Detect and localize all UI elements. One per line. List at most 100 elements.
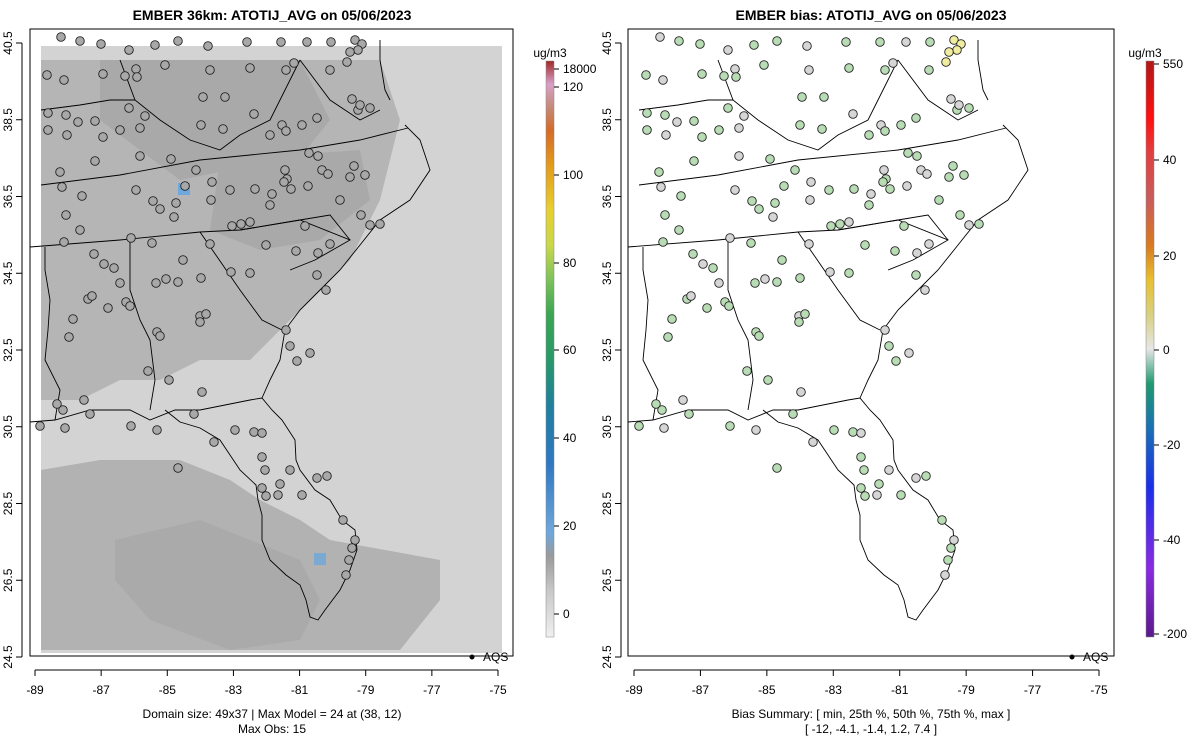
aqs-station-marker xyxy=(667,314,677,324)
aqs-station-marker xyxy=(747,196,757,206)
aqs-station-marker xyxy=(147,238,157,248)
y-tick-label: 34.5 xyxy=(600,261,614,285)
aqs-station-marker xyxy=(226,267,236,277)
aqs-station-marker xyxy=(901,37,911,47)
aqs-station-marker xyxy=(964,220,974,230)
y-tick-label: 30.5 xyxy=(1,415,15,439)
aqs-station-marker xyxy=(289,58,299,68)
aqs-station-marker xyxy=(230,425,240,435)
aqs-station-marker xyxy=(765,154,775,164)
right-panel-title: EMBER bias: ATOTIJ_AVG on 05/06/2023 xyxy=(735,7,1006,23)
aqs-station-marker xyxy=(257,483,267,493)
aqs-station-marker xyxy=(56,32,66,42)
aqs-station-marker xyxy=(150,40,160,50)
right-boundaries xyxy=(627,40,1029,621)
aqs-station-marker xyxy=(804,239,814,249)
aqs-station-marker xyxy=(656,182,666,192)
aqs-station-marker xyxy=(702,303,712,313)
right-panel: EMBER bias: ATOTIJ_AVG on 05/06/2023 AQS… xyxy=(600,7,1115,736)
aqs-station-marker xyxy=(99,259,109,269)
aqs-station-marker xyxy=(260,465,270,475)
aqs-station-marker xyxy=(730,64,740,74)
aqs-station-marker xyxy=(660,110,670,120)
aqs-station-marker xyxy=(42,70,52,80)
left-legend-label: AQS xyxy=(483,650,508,664)
right-footer-line-1: Bias Summary: [ min, 25th %, 50th %, 75t… xyxy=(732,707,1011,721)
aqs-station-marker xyxy=(297,120,307,130)
x-tick-label: -79 xyxy=(957,683,975,697)
aqs-station-marker xyxy=(925,37,935,47)
aqs-station-marker xyxy=(196,273,206,283)
aqs-station-marker xyxy=(698,259,708,269)
aqs-station-marker xyxy=(860,491,870,501)
aqs-station-marker xyxy=(109,263,119,273)
model-hotspot-2 xyxy=(314,553,326,565)
aqs-station-marker xyxy=(684,409,694,419)
aqs-station-marker xyxy=(959,170,969,180)
right-footer-line-2: [ -12, -4.1, -1.4, 1.2, 7.4 ] xyxy=(805,722,937,736)
aqs-station-marker xyxy=(35,421,45,431)
aqs-station-marker xyxy=(674,36,684,46)
aqs-station-marker xyxy=(365,103,375,113)
aqs-station-marker xyxy=(313,151,323,161)
y-tick-label: 36.5 xyxy=(600,184,614,208)
aqs-station-marker xyxy=(140,111,150,121)
aqs-station-marker xyxy=(103,303,113,313)
aqs-station-marker xyxy=(888,58,898,68)
aqs-station-marker xyxy=(173,277,183,287)
aqs-station-marker xyxy=(659,423,669,433)
colorbar-tick-label: 18000 xyxy=(563,62,597,76)
aqs-station-marker xyxy=(64,332,74,342)
aqs-station-marker xyxy=(790,165,800,175)
x-tick-label: -83 xyxy=(825,683,843,697)
aqs-station-marker xyxy=(55,167,65,177)
aqs-station-marker xyxy=(59,237,69,247)
aqs-station-marker xyxy=(824,185,834,195)
aqs-station-marker xyxy=(148,196,158,206)
aqs-station-marker xyxy=(952,45,962,55)
aqs-station-marker xyxy=(322,471,332,481)
aqs-station-marker xyxy=(178,255,188,265)
aqs-station-marker xyxy=(197,387,207,397)
y-tick-label: 36.5 xyxy=(1,184,15,208)
aqs-station-marker xyxy=(57,182,67,192)
aqs-station-marker xyxy=(68,314,78,324)
left-stations xyxy=(35,32,385,580)
aqs-station-marker xyxy=(59,75,69,85)
aqs-station-marker xyxy=(285,341,295,351)
aqs-station-marker xyxy=(207,177,217,187)
aqs-station-marker xyxy=(714,278,724,288)
aqs-station-marker xyxy=(43,108,53,118)
aqs-station-marker xyxy=(817,124,827,134)
aqs-station-marker xyxy=(911,473,921,483)
colorbar-tick-label: 0 xyxy=(1163,343,1170,357)
y-tick-label: 32.5 xyxy=(1,338,15,362)
aqs-station-marker xyxy=(763,375,773,385)
aqs-station-marker xyxy=(937,515,947,525)
aqs-station-marker xyxy=(759,60,769,70)
aqs-station-marker xyxy=(349,161,359,171)
aqs-station-marker xyxy=(902,181,912,191)
aqs-station-marker xyxy=(312,270,322,280)
aqs-station-marker xyxy=(249,109,259,119)
aqs-station-marker xyxy=(77,191,87,201)
aqs-station-marker xyxy=(848,109,858,119)
aqs-station-marker xyxy=(245,268,255,278)
aqs-station-marker xyxy=(347,94,357,104)
aqs-station-marker xyxy=(859,465,869,475)
aqs-station-marker xyxy=(62,130,72,140)
x-tick-label: -85 xyxy=(758,683,776,697)
right-legend-marker xyxy=(1069,654,1075,660)
y-tick-label: 38.5 xyxy=(1,108,15,132)
left-colorbar: ug/m3 18000 120 100 80 60 40 20 0 xyxy=(533,46,597,638)
aqs-station-marker xyxy=(126,421,136,431)
model-field xyxy=(41,46,502,653)
y-tick-label: 32.5 xyxy=(600,338,614,362)
aqs-station-marker xyxy=(954,100,964,110)
aqs-station-marker xyxy=(944,172,954,182)
right-colorbar-ramp xyxy=(1145,60,1155,638)
aqs-station-marker xyxy=(126,233,136,243)
aqs-station-marker xyxy=(866,189,876,199)
aqs-station-marker xyxy=(120,71,130,81)
x-tick-label: -83 xyxy=(225,683,243,697)
